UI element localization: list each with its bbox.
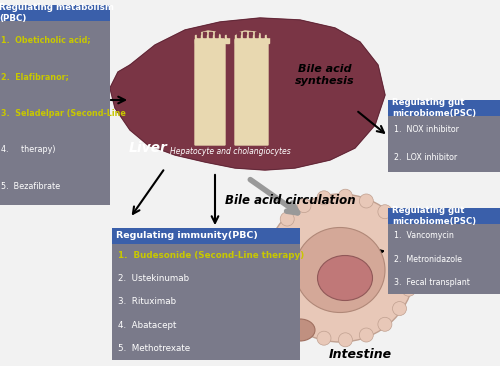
Bar [197, 32, 200, 37]
Polygon shape [195, 31, 225, 145]
Bar [0, 5, 110, 21]
Text: 4.     therapy): 4. therapy) [1, 145, 56, 154]
Ellipse shape [268, 230, 282, 244]
Text: Regulating gut
microbiome(PSC): Regulating gut microbiome(PSC) [392, 206, 476, 226]
Text: Bile acid circulation: Bile acid circulation [224, 194, 356, 206]
Text: 2.  Elafibranor;: 2. Elafibranor; [1, 72, 69, 81]
Bar [255, 32, 258, 37]
Text: Liver: Liver [128, 141, 168, 155]
Bar [221, 32, 224, 37]
Ellipse shape [392, 302, 406, 315]
Ellipse shape [297, 323, 311, 337]
Ellipse shape [268, 292, 282, 306]
Bar [388, 208, 500, 224]
Ellipse shape [360, 328, 374, 342]
Bar [201, 35, 205, 43]
Text: 3.  Fecal transplant: 3. Fecal transplant [394, 278, 470, 287]
Ellipse shape [338, 333, 352, 347]
Ellipse shape [318, 255, 372, 300]
Bar [247, 35, 251, 43]
Text: 2.  Ustekinumab: 2. Ustekinumab [118, 274, 189, 283]
Bar [253, 35, 257, 43]
Bar [219, 35, 223, 43]
Bar [213, 35, 217, 43]
Ellipse shape [285, 319, 315, 341]
Text: Intestine: Intestine [328, 348, 392, 362]
Text: 5.  Methotrexate: 5. Methotrexate [118, 344, 190, 353]
Bar [237, 32, 240, 37]
Ellipse shape [402, 282, 416, 296]
Bar [249, 32, 252, 37]
Text: 1.  Obeticholic acid;: 1. Obeticholic acid; [1, 35, 90, 44]
Ellipse shape [338, 189, 352, 203]
Text: 2.  LOX inhibitor: 2. LOX inhibitor [394, 153, 457, 163]
Bar [0, 21, 110, 205]
Text: 3.  Seladelpar (Second-Line: 3. Seladelpar (Second-Line [1, 108, 126, 117]
Ellipse shape [280, 310, 294, 324]
Bar [267, 32, 270, 37]
Ellipse shape [405, 261, 419, 275]
Ellipse shape [280, 212, 294, 226]
Bar [207, 35, 211, 43]
Ellipse shape [317, 331, 331, 345]
Ellipse shape [360, 194, 374, 208]
Bar [243, 32, 246, 37]
Bar [261, 32, 264, 37]
Ellipse shape [295, 228, 385, 313]
Bar [265, 35, 269, 43]
Bar [235, 35, 239, 43]
Bar [209, 32, 212, 37]
Ellipse shape [262, 250, 276, 264]
Ellipse shape [378, 317, 392, 331]
Bar [388, 116, 500, 172]
Bar [388, 224, 500, 294]
Ellipse shape [405, 261, 419, 275]
Ellipse shape [265, 194, 415, 342]
Ellipse shape [262, 272, 276, 286]
Text: 1.  NOX inhibitor: 1. NOX inhibitor [394, 126, 459, 134]
Ellipse shape [297, 199, 311, 213]
Text: 4.  Abatacept: 4. Abatacept [118, 321, 176, 330]
Text: Hepatocyte and cholangiocytes: Hepatocyte and cholangiocytes [170, 147, 290, 157]
Bar [112, 244, 300, 360]
Bar [259, 35, 263, 43]
Text: Regulating metabolism
(PBC): Regulating metabolism (PBC) [0, 3, 114, 23]
Bar [241, 35, 245, 43]
Text: 1.  Budesonide (Second-Line therapy): 1. Budesonide (Second-Line therapy) [118, 251, 304, 260]
Ellipse shape [392, 220, 406, 235]
Polygon shape [235, 31, 268, 145]
Text: 2.  Metronidazole: 2. Metronidazole [394, 254, 462, 264]
Bar [112, 228, 300, 244]
Ellipse shape [317, 191, 331, 205]
Polygon shape [110, 18, 385, 170]
Ellipse shape [378, 205, 392, 219]
Ellipse shape [402, 240, 416, 254]
Bar [203, 32, 206, 37]
Text: 5.  Bezafibrate: 5. Bezafibrate [1, 182, 60, 191]
Text: 3.  Rituximab: 3. Rituximab [118, 298, 176, 306]
Text: Regulating gut
microbiome(PSC): Regulating gut microbiome(PSC) [392, 98, 476, 118]
Bar [225, 35, 229, 43]
Bar [215, 32, 218, 37]
Bar [227, 32, 230, 37]
Bar [388, 100, 500, 116]
Text: Bile acid
synthesis: Bile acid synthesis [295, 64, 355, 86]
Bar [195, 35, 199, 43]
Text: 1.  Vancomycin: 1. Vancomycin [394, 231, 454, 240]
Text: Regulating immunity(PBC): Regulating immunity(PBC) [116, 232, 258, 240]
